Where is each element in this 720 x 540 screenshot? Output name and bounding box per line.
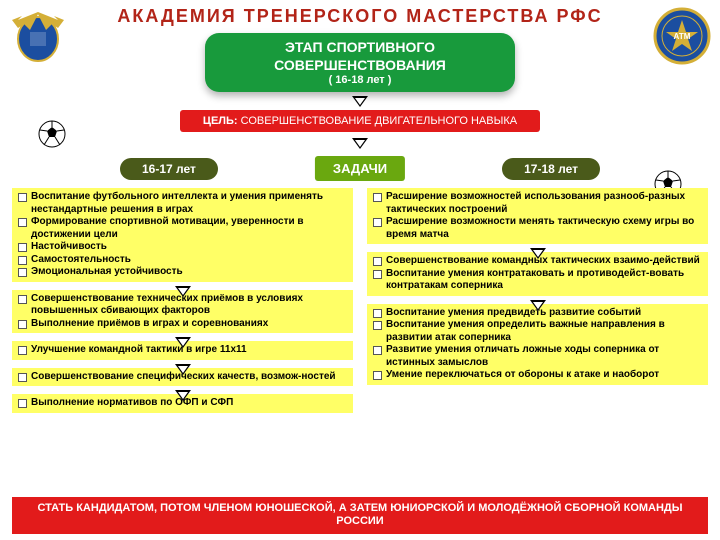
- goal-label: ЦЕЛЬ:: [203, 115, 238, 127]
- stage-sub: ( 16-18 лет ): [215, 74, 505, 88]
- task-block: Воспитание футбольного интеллекта и умен…: [12, 188, 353, 282]
- task-item: Эмоциональная устойчивость: [18, 266, 347, 279]
- arrow-icon: [352, 96, 368, 107]
- task-item: Формирование спортивной мотивации, увере…: [18, 216, 347, 241]
- age-right: 17-18 лет: [502, 158, 600, 180]
- task-item: Умение переключаться от обороны к атаке …: [373, 369, 702, 382]
- task-item: Выполнение приёмов в играх и соревновани…: [18, 318, 347, 331]
- tasks-label: ЗАДАЧИ: [315, 156, 405, 181]
- task-item: Расширение возможностей использования ра…: [373, 191, 702, 216]
- age-left: 16-17 лет: [120, 158, 218, 180]
- task-item: Воспитание умения определить важные напр…: [373, 319, 702, 344]
- task-item: Настойчивость: [18, 241, 347, 254]
- column-right: Расширение возможностей использования ра…: [367, 188, 708, 427]
- rfs-logo: [8, 6, 68, 66]
- goal-box: ЦЕЛЬ: СОВЕРШЕНСТВОВАНИЕ ДВИГАТЕЛЬНОГО НА…: [180, 110, 540, 132]
- goal-text: СОВЕРШЕНСТВОВАНИЕ ДВИГАТЕЛЬНОГО НАВЫКА: [241, 115, 517, 127]
- footer-banner: СТАТЬ КАНДИДАТОМ, ПОТОМ ЧЛЕНОМ ЮНОШЕСКОЙ…: [12, 497, 708, 535]
- stage-line1: ЭТАП СПОРТИВНОГО: [215, 39, 505, 57]
- task-item: Развитие умения отличать ложные ходы соп…: [373, 344, 702, 369]
- stage-line2: СОВЕРШЕНСТВОВАНИЯ: [215, 57, 505, 75]
- soccer-ball-icon: [38, 120, 66, 148]
- task-item: Самостоятельность: [18, 254, 347, 267]
- task-item: Воспитание футбольного интеллекта и умен…: [18, 191, 347, 216]
- task-block: Расширение возможностей использования ра…: [367, 188, 708, 244]
- page-title: АКАДЕМИЯ ТРЕНЕРСКОГО МАСТЕРСТВА РФС: [0, 0, 720, 29]
- column-left: Воспитание футбольного интеллекта и умен…: [12, 188, 353, 427]
- columns: Воспитание футбольного интеллекта и умен…: [12, 188, 708, 427]
- stage-box: ЭТАП СПОРТИВНОГО СОВЕРШЕНСТВОВАНИЯ ( 16-…: [205, 33, 515, 92]
- task-block: Воспитание умения предвидеть развитие со…: [367, 304, 708, 385]
- atm-logo: АТМ: [652, 6, 712, 66]
- task-item: Воспитание умения контратаковать и проти…: [373, 268, 702, 293]
- svg-text:АТМ: АТМ: [674, 32, 691, 41]
- task-item: Расширение возможности менять тактическу…: [373, 216, 702, 241]
- arrow-icon: [352, 138, 368, 149]
